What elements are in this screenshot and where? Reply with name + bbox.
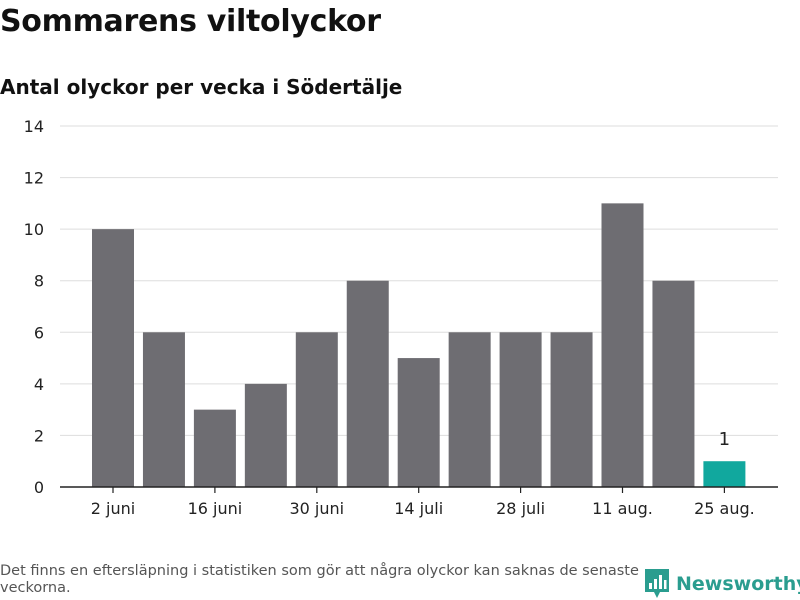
bar-2-juni[interactable] bbox=[92, 229, 134, 487]
x-tick-label: 25 aug. bbox=[694, 499, 755, 518]
x-tick-label: 16 juni bbox=[188, 499, 243, 518]
y-tick-label: 2 bbox=[34, 426, 44, 445]
bar-23-juni[interactable] bbox=[244, 383, 287, 487]
x-tick-label: 30 juni bbox=[289, 499, 344, 518]
x-tick-label: 14 juli bbox=[394, 499, 443, 518]
x-tick-label: 28 juli bbox=[496, 499, 545, 518]
bar-4-aug[interactable] bbox=[550, 332, 593, 487]
y-tick-label: 14 bbox=[24, 117, 44, 136]
chart-title: Sommarens viltolyckor bbox=[0, 4, 381, 39]
bar-25-aug[interactable] bbox=[703, 461, 746, 487]
bar-28-juli[interactable] bbox=[499, 332, 542, 487]
y-tick-label: 6 bbox=[34, 323, 44, 342]
brand-logo[interactable]: Newsworthy bbox=[644, 568, 800, 600]
y-axis-ticks: 0 2 4 6 8 10 12 14 bbox=[24, 117, 44, 497]
bars bbox=[92, 203, 746, 487]
x-axis-ticks: 2 juni 16 juni 30 juni 14 juli 28 juli 11 aug… bbox=[91, 487, 755, 518]
bar-14-juli[interactable] bbox=[397, 358, 440, 487]
y-tick-label: 0 bbox=[34, 478, 44, 497]
newsworthy-logo-icon bbox=[645, 569, 669, 598]
data-labels: 1 bbox=[719, 429, 730, 450]
bar-21-juli[interactable] bbox=[448, 332, 491, 487]
brand-name: Newsworthy bbox=[676, 573, 800, 595]
bar-7-juli[interactable] bbox=[346, 280, 389, 487]
bar-18-aug[interactable] bbox=[652, 280, 695, 487]
y-tick-label: 8 bbox=[34, 272, 44, 291]
x-tick-label: 11 aug. bbox=[592, 499, 653, 518]
bar-11-aug[interactable] bbox=[601, 203, 644, 487]
y-tick-label: 4 bbox=[34, 375, 44, 394]
y-tick-label: 12 bbox=[24, 169, 44, 188]
bar-16-juni[interactable] bbox=[193, 409, 236, 487]
x-tick-label: 2 juni bbox=[91, 499, 135, 518]
footnote: Det finns en eftersläpning i statistiken… bbox=[0, 563, 639, 596]
bar-9-juni[interactable] bbox=[142, 332, 185, 487]
y-tick-label: 10 bbox=[24, 220, 44, 239]
highlight-data-label: 1 bbox=[719, 429, 730, 450]
bar-30-juni[interactable] bbox=[295, 332, 338, 487]
chart-subtitle: Antal olyckor per vecka i Södertälje bbox=[0, 75, 403, 99]
